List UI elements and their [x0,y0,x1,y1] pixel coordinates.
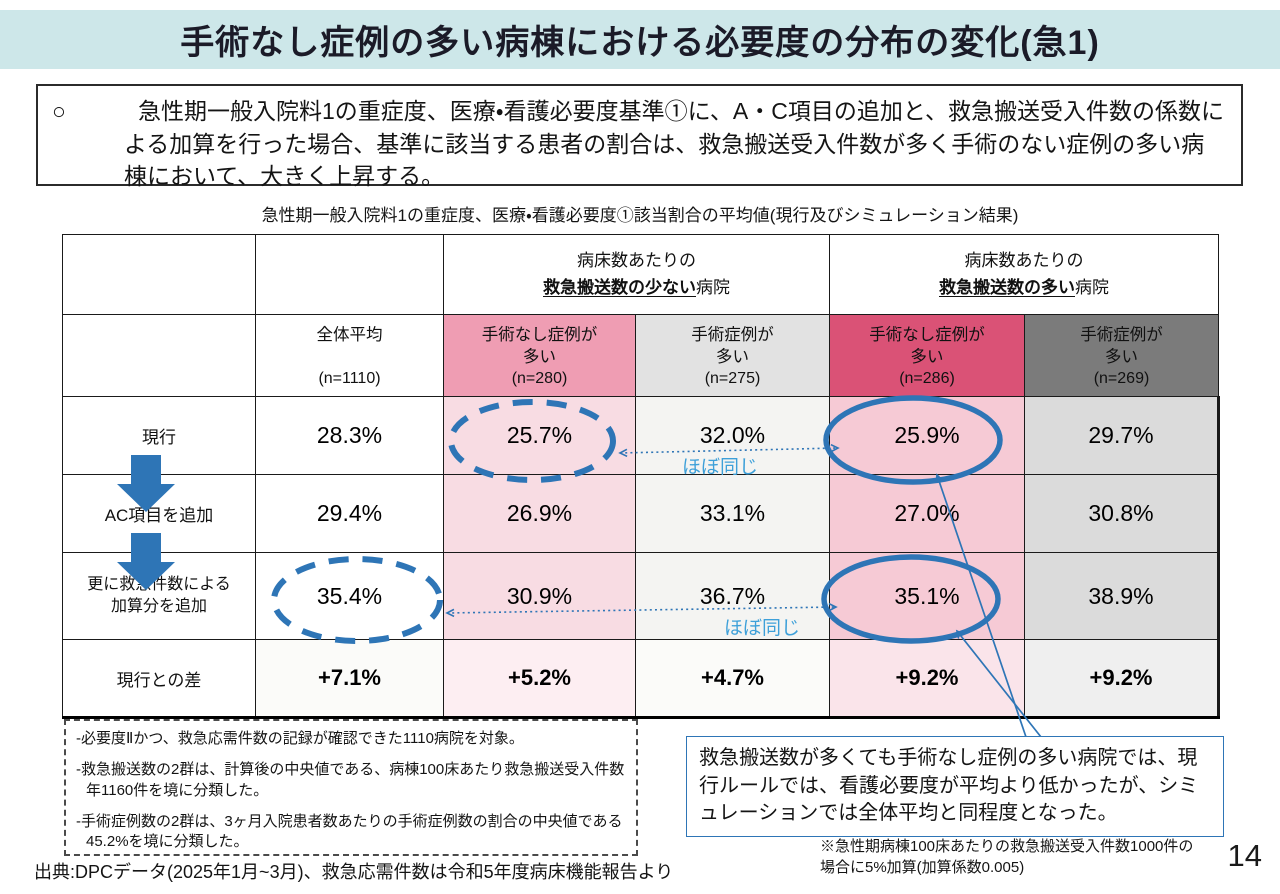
corner-cell [255,234,444,315]
finding-callout-text: 救急搬送数が多くても手術なし症例の多い病院では、現行ルールでは、看護必要度が平均… [699,747,1199,825]
col-header-label2: 多い [523,347,556,366]
row-label: 更に救急件数による 加算分を追加 [62,552,256,640]
group-header-line1: 病床数あたりの [964,251,1084,271]
almost-same-label: ほぼ同じ [723,618,800,639]
table-cell: 30.8% [1024,474,1220,553]
table-cell: +4.7% [635,639,830,719]
table-cell: +9.2% [829,639,1025,719]
source-citation: 出典:DPCデータ(2025年1月~3月)、救急応需件数は令和5年度病床機能報告… [34,862,674,882]
summary-statement: ○ 急性期一般入院料1の重症度、医療・看護必要度基準①に、A・C項目の追加と、救急… [52,95,1227,193]
note-item: -救急搬送数の2群は、計算後の中央値である、病棟100床あたり救急搬送受入件数年… [76,761,625,799]
summary-statement-text: 急性期一般入院料1の重症度、医療・看護必要度基準①に、A・C項目の追加と、救急搬… [124,98,1224,190]
table-row-difference: 現行との差 +7.1% +5.2% +4.7% +9.2% +9.2% [62,639,1220,719]
group-header-many-ambulance: 病床数あたりの 救急搬送数の多い病院 [829,234,1219,315]
group-header-row: 病床数あたりの 救急搬送数の少ない病院 病床数あたりの 救急搬送数の多い病院 [62,234,1219,315]
table-row-current: 現行 28.3% 25.7% 32.0% 25.9% 29.7% [62,396,1220,475]
group-header-rest: 病院 [696,277,730,297]
table-cell: 25.7% [443,396,636,475]
col-header-n: (n=269) [1093,370,1150,388]
group-header-rest: 病院 [1075,277,1109,297]
page-number: 14 [1227,838,1262,873]
col-header-n: (n=280) [511,370,568,388]
title-band: 手術なし症例の多い病棟における必要度の分布の変化(急1) [0,10,1280,69]
table-cell: 38.9% [1024,552,1220,640]
row-label: 現行との差 [62,639,256,719]
group-header-line1: 病床数あたりの [577,251,696,271]
table-cell: 35.4% [255,552,444,640]
col-header-n: (n=286) [899,370,955,388]
table-cell: +7.1% [255,639,444,719]
table-row-ac-items: AC項目を追加 29.4% 26.9% 33.1% 27.0% 30.8% [62,474,1220,553]
table-row-ambulance-addition: 更に救急件数による 加算分を追加 35.4% 30.9% 36.7% 35.1%… [62,552,1220,640]
table-cell: 33.1% [635,474,830,553]
col-header-label: 全体平均 [316,325,383,344]
table-cell: 27.0% [829,474,1025,553]
group-header-em: 救急搬送数の少ない [543,277,696,297]
col-header-label2: 多い [716,347,749,366]
circle-bullet-icon: ○ [52,98,66,124]
col-header-no-surgery-many: 手術なし症例が 多い (n=286) [829,314,1025,397]
page-title: 手術なし症例の多い病棟における必要度の分布の変化(急1) [180,24,1100,62]
table-cell: +5.2% [443,639,636,719]
table-cell: 25.9% [829,396,1025,475]
table-cell: 36.7% [635,552,830,640]
group-header-em: 救急搬送数の多い [939,277,1075,297]
table-cell: 29.7% [1024,396,1220,475]
col-header-label2: 多い [1105,347,1138,366]
corner-cell [62,234,256,315]
col-header-overall: 全体平均 (n=1110) [255,314,444,397]
table-cell: 32.0% [635,396,830,475]
note-item: -手術症例数の2群は、3ヶ月入院患者数あたりの手術症例数の割合の中央値である45… [76,812,623,850]
summary-statement-box: ○ 急性期一般入院料1の重症度、医療・看護必要度基準①に、A・C項目の追加と、救急… [36,84,1243,189]
row-label: AC項目を追加 [62,474,256,553]
table-cell: 29.4% [255,474,444,553]
table-caption: 急性期一般入院料1の重症度、医療・看護必要度①該当割合の平均値(現行及びシミュレ… [261,206,1019,225]
table-cell: 35.1% [829,552,1025,640]
column-header-row: 全体平均 (n=1110) 手術なし症例が 多い (n=280) 手術症例 [62,314,1219,397]
almost-same-label: ほぼ同じ [681,457,758,478]
row-label: 現行 [62,396,256,475]
col-header-n: (n=275) [704,370,761,388]
table-cell: 26.9% [443,474,636,553]
corner-cell [62,314,256,397]
table-cell: +9.2% [1024,639,1220,719]
table-cell: 28.3% [255,396,444,475]
group-header-line2: 救急搬送数の少ない病院 [444,275,829,301]
group-header-few-ambulance: 病床数あたりの 救急搬送数の少ない病院 [443,234,830,315]
addition-coefficient-note: ※急性期病棟100床あたりの救急搬送受入件数1000件の場合に5%加算(加算係数… [820,838,1194,876]
finding-callout-box: 救急搬送数が多くても手術なし症例の多い病院では、現行ルールでは、看護必要度が平均… [686,736,1224,837]
note-item: -必要度Ⅱかつ、救急応需件数の記録が確認できた1110病院を対象。 [76,730,524,747]
col-header-label: 手術なし症例が [869,325,985,344]
col-header-surgery-many: 手術症例が 多い (n=269) [1024,314,1219,397]
col-header-n: (n=1110) [318,369,381,387]
table-cell: 30.9% [443,552,636,640]
col-header-no-surgery-few: 手術なし症例が 多い (n=280) [443,314,636,397]
col-header-label: 手術なし症例が [481,325,598,344]
group-header-line2: 救急搬送数の多い病院 [830,275,1218,301]
col-header-label: 手術症例が [1080,325,1163,344]
necessity-ratio-table: 病床数あたりの 救急搬送数の少ない病院 病床数あたりの 救急搬送数の多い病院 全… [62,234,1220,719]
row-label-line2: 加算分を追加 [110,598,207,615]
col-header-surgery-few: 手術症例が 多い (n=275) [635,314,830,397]
col-header-label2: 多い [910,347,944,366]
col-header-label: 手術症例が [691,325,774,344]
row-label-line1: 更に救急件数による [87,576,231,594]
methodology-notes-box: -必要度Ⅱかつ、救急応需件数の記録が確認できた1110病院を対象。 -救急搬送数… [64,719,638,856]
